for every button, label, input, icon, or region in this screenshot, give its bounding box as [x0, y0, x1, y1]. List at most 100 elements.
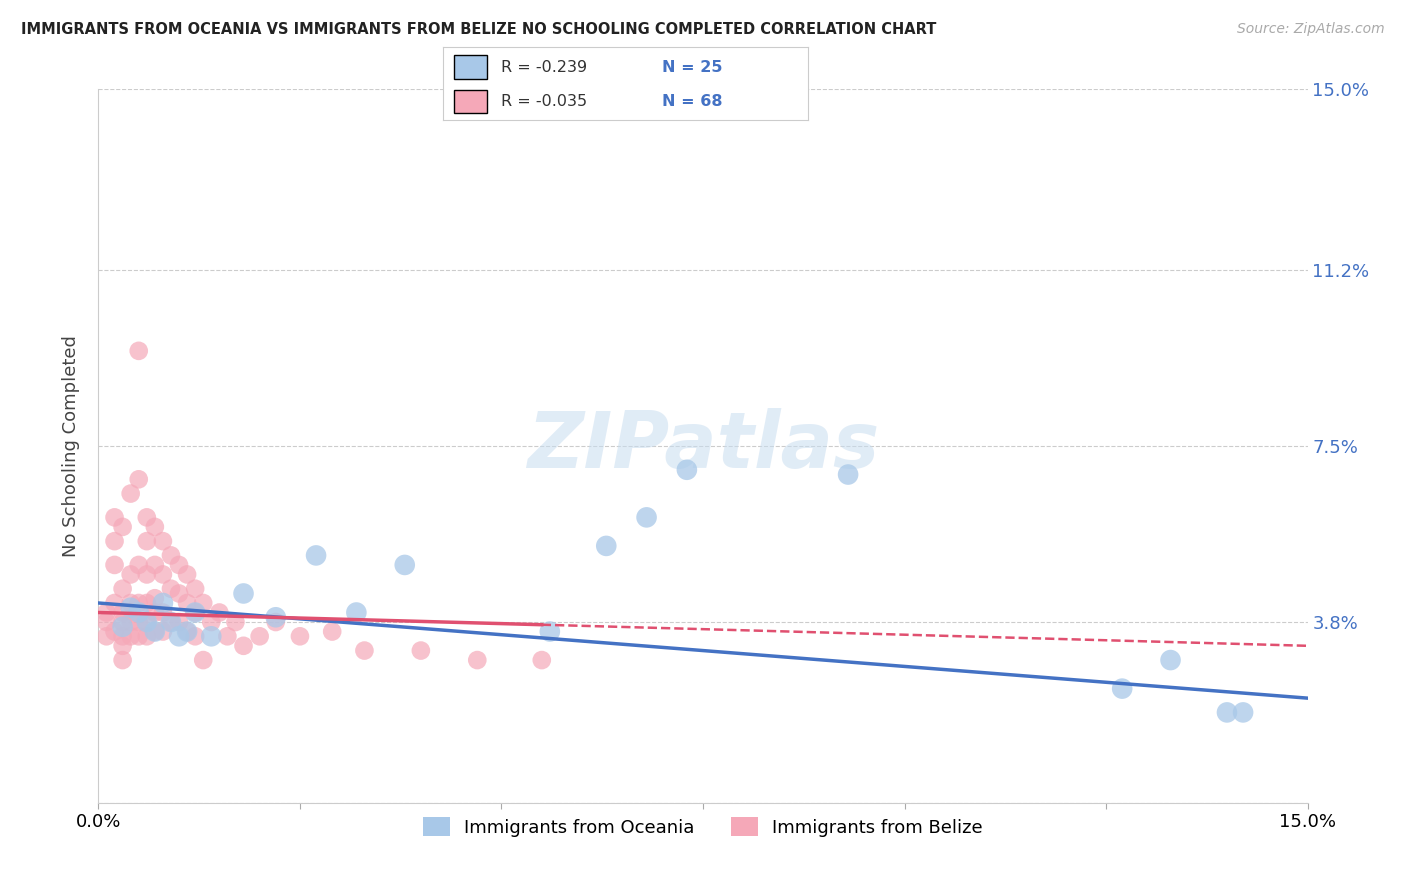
Point [152, 624, 174, 639]
Point [160, 549, 183, 563]
Point [120, 486, 142, 500]
Point [200, 615, 222, 629]
Point [465, 653, 488, 667]
Point [128, 343, 150, 358]
Point [103, 534, 125, 549]
Point [538, 624, 561, 639]
Point [135, 615, 157, 629]
Point [193, 596, 215, 610]
Point [143, 591, 166, 606]
Point [96, 606, 118, 620]
Point [184, 606, 207, 620]
Point [264, 615, 287, 629]
Point [120, 600, 142, 615]
Point [1111, 681, 1133, 696]
Text: R = -0.035: R = -0.035 [502, 94, 588, 109]
Point [321, 624, 343, 639]
FancyBboxPatch shape [454, 55, 486, 78]
Point [152, 596, 174, 610]
Point [184, 629, 207, 643]
Point [120, 629, 142, 643]
Point [135, 629, 157, 643]
Text: N = 68: N = 68 [662, 94, 723, 109]
Point [111, 615, 134, 629]
Point [167, 558, 190, 572]
Point [160, 615, 183, 629]
Point [120, 567, 142, 582]
Point [232, 586, 254, 600]
Point [353, 643, 375, 657]
Point [344, 606, 367, 620]
Point [249, 629, 271, 643]
Point [264, 610, 287, 624]
Point [208, 606, 231, 620]
Point [530, 653, 553, 667]
Text: Source: ZipAtlas.com: Source: ZipAtlas.com [1237, 22, 1385, 37]
Y-axis label: No Schooling Completed: No Schooling Completed [62, 335, 80, 557]
Point [128, 629, 150, 643]
Point [636, 510, 658, 524]
Point [143, 624, 166, 639]
Point [96, 615, 118, 629]
Point [135, 596, 157, 610]
Point [111, 653, 134, 667]
Point [1232, 706, 1254, 720]
Point [394, 558, 416, 572]
Text: IMMIGRANTS FROM OCEANIA VS IMMIGRANTS FROM BELIZE NO SCHOOLING COMPLETED CORRELA: IMMIGRANTS FROM OCEANIA VS IMMIGRANTS FR… [21, 22, 936, 37]
Point [409, 643, 432, 657]
Text: ZIPatlas: ZIPatlas [527, 408, 879, 484]
Point [152, 567, 174, 582]
Point [143, 520, 166, 534]
Point [176, 567, 198, 582]
Point [128, 606, 150, 620]
Point [200, 629, 222, 643]
Point [1216, 706, 1239, 720]
Point [103, 510, 125, 524]
Point [135, 534, 157, 549]
Text: R = -0.239: R = -0.239 [502, 60, 588, 75]
Point [128, 596, 150, 610]
Point [111, 606, 134, 620]
Point [193, 653, 215, 667]
Point [135, 567, 157, 582]
Point [111, 629, 134, 643]
Point [135, 510, 157, 524]
Point [128, 472, 150, 486]
Point [103, 558, 125, 572]
Point [176, 624, 198, 639]
Text: N = 25: N = 25 [662, 60, 723, 75]
Point [288, 629, 311, 643]
Point [96, 629, 118, 643]
Point [103, 596, 125, 610]
Point [217, 629, 239, 643]
Point [167, 629, 190, 643]
Point [135, 615, 157, 629]
Point [160, 615, 183, 629]
Point [184, 582, 207, 596]
Point [232, 639, 254, 653]
Point [176, 596, 198, 610]
Point [120, 615, 142, 629]
Point [176, 624, 198, 639]
Point [167, 586, 190, 600]
Point [128, 615, 150, 629]
Point [143, 624, 166, 639]
Point [152, 534, 174, 549]
Point [152, 606, 174, 620]
Point [1160, 653, 1182, 667]
Point [111, 639, 134, 653]
Point [111, 520, 134, 534]
Point [143, 558, 166, 572]
Point [143, 606, 166, 620]
Point [128, 558, 150, 572]
Point [184, 606, 207, 620]
Point [837, 467, 859, 482]
Point [160, 582, 183, 596]
FancyBboxPatch shape [454, 90, 486, 113]
Point [167, 615, 190, 629]
Point [224, 615, 246, 629]
Point [111, 620, 134, 634]
Point [103, 624, 125, 639]
Point [595, 539, 617, 553]
Legend: Immigrants from Oceania, Immigrants from Belize: Immigrants from Oceania, Immigrants from… [416, 810, 990, 844]
